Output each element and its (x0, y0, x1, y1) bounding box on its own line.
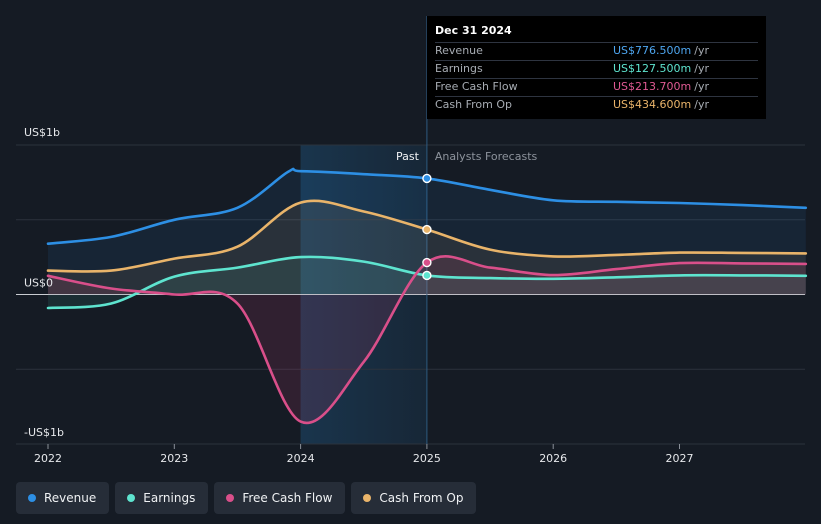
tooltip-row-revenue: Revenue US$776.500m /yr (435, 43, 758, 61)
x-tick-label: 2027 (666, 452, 694, 465)
tooltip-value: US$127.500m (613, 62, 692, 75)
cash-from-op-area (48, 200, 806, 295)
tooltip-unit: /yr (694, 98, 709, 111)
chart-legend: Revenue Earnings Free Cash Flow Cash Fro… (16, 482, 477, 514)
tooltip-unit: /yr (694, 80, 709, 93)
y-tick-label: US$1b (24, 126, 60, 139)
revenue-dot-icon (28, 494, 36, 502)
x-tick-label: 2022 (34, 452, 62, 465)
earnings-marker (422, 270, 432, 281)
free-cash-flow-marker (422, 257, 432, 268)
revenue-line (46, 167, 808, 245)
x-tick-label: 2026 (539, 452, 567, 465)
free-cash-flow-line (46, 255, 808, 425)
past-label: Past (396, 150, 420, 163)
free-cash-flow-dot-icon (226, 494, 235, 502)
cash-from-op-dot-icon (363, 494, 372, 502)
cash-from-op-marker (422, 224, 432, 235)
tooltip-unit: /yr (694, 62, 709, 75)
tooltip-date: Dec 31 2024 (435, 24, 758, 43)
tooltip-label: Free Cash Flow (435, 80, 518, 93)
free-cash-flow-area (48, 256, 806, 423)
x-tick-label: 2023 (160, 452, 188, 465)
earnings-area (48, 256, 806, 308)
tooltip-label: Revenue (435, 44, 483, 57)
tooltip-row-cash-from-op: Cash From Op US$434.600m /yr (435, 97, 758, 114)
tooltip-unit: /yr (694, 44, 709, 57)
revenue-marker (422, 173, 432, 184)
hover-tooltip: Dec 31 2024 Revenue US$776.500m /yr Earn… (427, 16, 766, 119)
tooltip-value: US$776.500m (613, 44, 692, 57)
cash-from-op-line (46, 199, 808, 273)
legend-free-cash-flow-button[interactable]: Free Cash Flow (214, 482, 346, 514)
earnings-dot-icon (127, 494, 136, 502)
legend-label: Cash From Op (379, 491, 464, 505)
tooltip-value: US$213.700m (613, 80, 692, 93)
tooltip-row-free-cash-flow: Free Cash Flow US$213.700m /yr (435, 79, 758, 97)
forecast-label: Analysts Forecasts (435, 150, 538, 163)
legend-label: Revenue (44, 491, 97, 505)
tooltip-row-earnings: Earnings US$127.500m /yr (435, 61, 758, 79)
legend-cash-from-op-button[interactable]: Cash From Op (351, 482, 477, 514)
x-tick-label: 2024 (287, 452, 315, 465)
earnings-line (46, 255, 808, 310)
legend-earnings-button[interactable]: Earnings (115, 482, 209, 514)
tooltip-label: Cash From Op (435, 98, 513, 111)
legend-label: Free Cash Flow (242, 491, 333, 505)
legend-revenue-button[interactable]: Revenue (16, 482, 110, 514)
legend-label: Earnings (143, 491, 196, 505)
tooltip-label: Earnings (435, 62, 483, 75)
y-tick-label: -US$1b (24, 426, 64, 439)
tooltip-value: US$434.600m (613, 98, 692, 111)
x-tick-label: 2025 (413, 452, 441, 465)
y-tick-label: US$0 (24, 277, 53, 290)
